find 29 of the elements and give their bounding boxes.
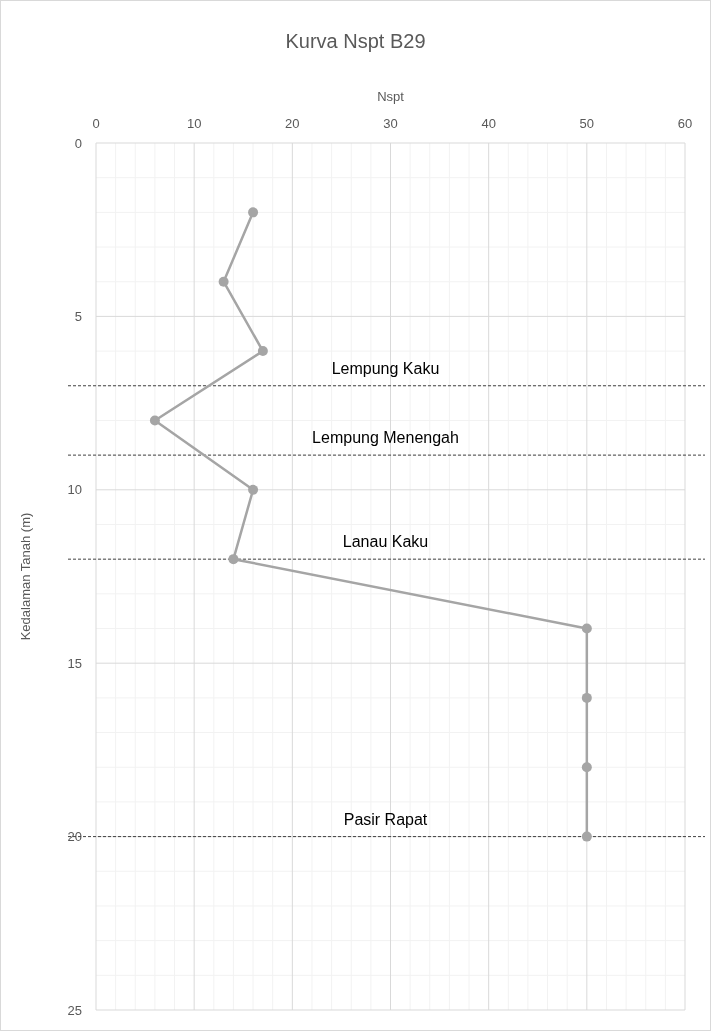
point bbox=[248, 207, 259, 218]
x-tick-label: 50 bbox=[579, 116, 595, 131]
x-tick-label: 30 bbox=[383, 116, 398, 131]
ref-line-label: Lanau Kaku bbox=[342, 533, 429, 551]
x-tick-label: 40 bbox=[481, 116, 496, 131]
point bbox=[581, 623, 592, 634]
ref-line-label: Lempung Menengah bbox=[312, 429, 459, 447]
point bbox=[218, 276, 229, 287]
x-tick-label: 0 bbox=[92, 116, 100, 131]
ref-line-label: Lempung Kaku bbox=[331, 359, 440, 377]
x-axis-title: Nspt bbox=[377, 89, 405, 104]
point bbox=[581, 831, 592, 842]
point bbox=[581, 692, 592, 703]
point bbox=[149, 415, 160, 426]
y-tick-label: 10 bbox=[67, 482, 82, 498]
x-tick-label: 60 bbox=[677, 116, 693, 131]
x-tick-label: 10 bbox=[186, 116, 202, 131]
point bbox=[257, 346, 268, 357]
point bbox=[581, 762, 592, 773]
point bbox=[228, 554, 239, 565]
x-tick-label: 20 bbox=[285, 116, 300, 131]
y-tick-label: 5 bbox=[74, 308, 82, 324]
point bbox=[248, 484, 259, 495]
y-tick-label: 0 bbox=[74, 135, 82, 151]
y-tick-label: 25 bbox=[67, 1002, 82, 1018]
y-axis-title: Kedalaman Tanah (m) bbox=[18, 512, 33, 641]
ref-line-label: Pasir Rapat bbox=[343, 810, 428, 828]
y-tick-label: 15 bbox=[67, 655, 82, 671]
chart-title: Kurva Nspt B29 bbox=[285, 30, 426, 52]
